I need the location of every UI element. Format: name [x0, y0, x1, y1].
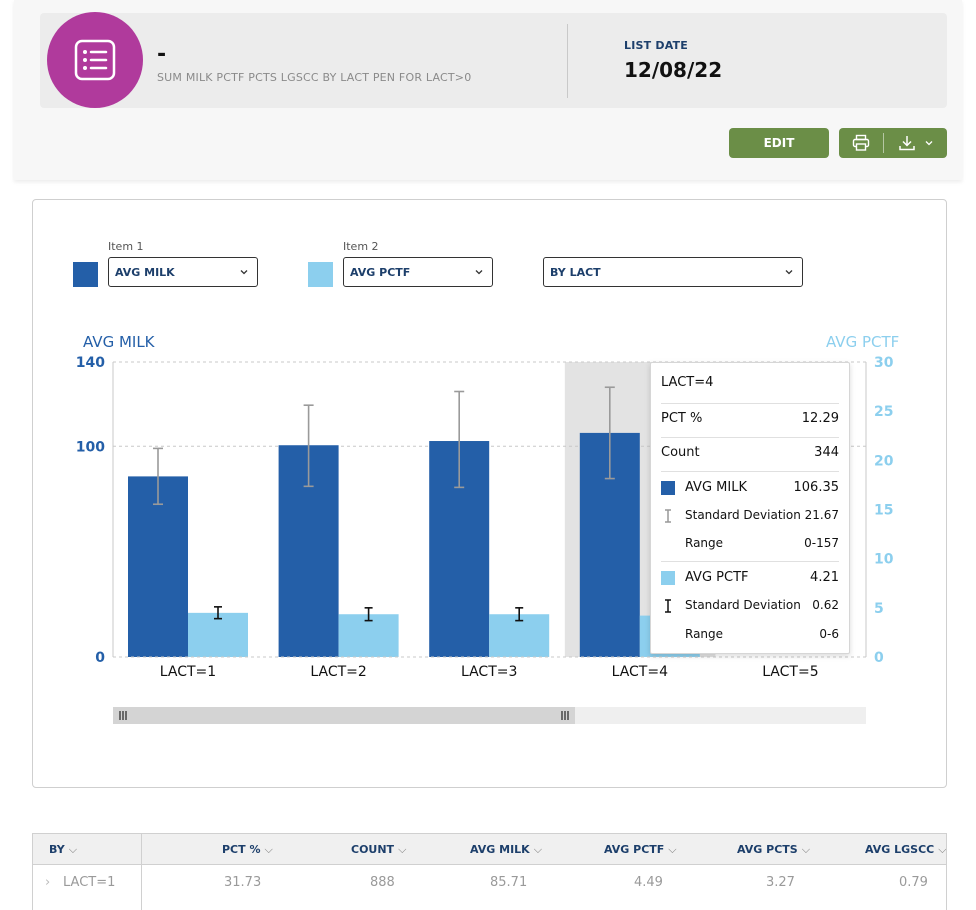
export-button-group	[839, 128, 947, 158]
chevron-down-icon: ⌵	[938, 843, 947, 856]
column-header-avg-pctf[interactable]: AVG PCTF ⌵	[604, 843, 677, 856]
tooltip-milk-swatch	[661, 480, 675, 495]
data-table: BY ⌵ PCT % ⌵ COUNT ⌵ AVG MILK ⌵ AVG PCTF ⌵ AV…	[32, 833, 947, 910]
column-header-avg-pcts[interactable]: AVG PCTS ⌵	[737, 843, 811, 856]
table-cell: 3.27	[766, 875, 795, 890]
download-button[interactable]	[884, 128, 947, 158]
chevron-down-icon: ⌵	[533, 843, 543, 856]
tooltip-milk-range-value: 0-157	[804, 536, 839, 550]
tooltip-pctf-label: AVG PCTF	[685, 570, 749, 585]
tooltip-title: LACT=4	[661, 375, 714, 390]
chart-tooltip: LACT=4 PCT % 12.29 Count 344 AVG MILK 10…	[650, 362, 850, 654]
column-header-avg-lgscc[interactable]: AVG LGSCC ⌵	[865, 843, 947, 856]
chevron-down-icon	[925, 141, 932, 146]
tooltip-milk-value: 106.35	[793, 480, 840, 495]
column-header-count[interactable]: COUNT ⌵	[351, 843, 407, 856]
button-separator	[883, 133, 884, 153]
category-label: LACT=2	[310, 664, 366, 680]
category-label: LACT=4	[612, 664, 669, 680]
category-label: LACT=1	[160, 664, 216, 680]
right-tick-label: 20	[874, 453, 894, 469]
item1-select[interactable]: AVG MILK	[108, 257, 258, 287]
tooltip-milk-sd-label: Standard Deviation	[685, 508, 801, 522]
left-tick-label: 0	[95, 650, 105, 666]
table-header: BY ⌵ PCT % ⌵ COUNT ⌵ AVG MILK ⌵ AVG PCTF ⌵ AV…	[33, 834, 947, 865]
download-icon	[898, 136, 915, 151]
tooltip-pctf-sd-value: 0.62	[812, 598, 839, 613]
right-tick-label: 5	[874, 601, 884, 617]
header-divider	[567, 24, 568, 98]
tooltip-pctf-swatch	[661, 570, 675, 585]
chevron-down-icon: ⌵	[68, 843, 78, 856]
table-cell: 4.49	[634, 875, 663, 890]
list-subtitle: SUM MILK PCTF PCTS LGSCC BY LACT PEN FOR…	[157, 71, 472, 84]
list-title: -	[157, 42, 167, 67]
header-card	[40, 13, 947, 108]
right-tick-label: 15	[874, 503, 893, 519]
expand-chevron-icon[interactable]: ›	[45, 875, 51, 890]
error-bar-icon	[665, 598, 671, 613]
bar-avg-milk	[128, 476, 188, 657]
left-tick-label: 140	[76, 355, 105, 371]
list-date-value: 12/08/22	[624, 58, 723, 82]
scroll-grip-right-icon[interactable]	[561, 711, 569, 720]
item2-select-value: AVG PCTF	[350, 265, 411, 279]
right-tick-label: 30	[874, 355, 894, 371]
column-separator	[141, 834, 142, 910]
tooltip-pctf-value: 4.21	[810, 570, 839, 585]
tooltip-milk-sd-value: 21.67	[804, 508, 839, 523]
column-header-avg-milk[interactable]: AVG MILK ⌵	[470, 843, 543, 856]
tooltip-pctf-range-label: Range	[685, 627, 724, 641]
item2-select[interactable]: AVG PCTF	[343, 257, 493, 287]
chevron-down-icon	[785, 270, 793, 275]
right-tick-label: 25	[874, 404, 893, 420]
by-select-value: BY LACT	[550, 265, 601, 279]
item2-label: Item 2	[343, 240, 379, 253]
tooltip-milk-label: AVG MILK	[685, 480, 747, 495]
tooltip-pctf-range-value: 0-6	[819, 627, 839, 641]
item1-color-swatch	[73, 262, 98, 287]
bar-avg-pctf	[188, 612, 248, 657]
list-date-label: LIST DATE	[624, 39, 688, 52]
chevron-down-icon	[475, 270, 483, 275]
printer-icon	[852, 134, 870, 151]
right-tick-label: 0	[874, 650, 884, 666]
table-cell: 31.73	[224, 875, 262, 890]
chevron-down-icon: ⌵	[801, 843, 811, 856]
tooltip-count-value: 344	[814, 445, 839, 460]
table-cell: 0.79	[899, 875, 928, 890]
chart-scroll-thumb[interactable]	[113, 707, 575, 724]
tooltip-pct-label: PCT %	[661, 411, 703, 426]
column-header-pct[interactable]: PCT % ⌵	[222, 843, 273, 856]
table-cell: 888	[370, 875, 395, 890]
category-label: LACT=3	[461, 664, 517, 680]
item1-label: Item 1	[108, 240, 144, 253]
left-axis-title: AVG MILK	[83, 333, 155, 351]
list-icon	[74, 39, 116, 81]
item1-select-value: AVG MILK	[115, 265, 175, 279]
print-button[interactable]	[839, 128, 883, 158]
tooltip-milk-range-label: Range	[685, 536, 724, 550]
chevron-down-icon: ⌵	[398, 843, 407, 856]
error-bar-icon	[665, 508, 671, 523]
edit-button[interactable]: EDIT	[729, 128, 829, 158]
chevron-down-icon: ⌵	[668, 843, 677, 856]
scroll-grip-left-icon[interactable]	[119, 711, 127, 720]
left-tick-label: 100	[76, 439, 105, 455]
chevron-down-icon	[240, 270, 248, 275]
chevron-down-icon: ⌵	[264, 843, 273, 856]
tooltip-count-label: Count	[661, 445, 700, 460]
table-cell: LACT=1	[63, 875, 116, 890]
tooltip-pct-value: 12.29	[801, 411, 839, 426]
column-header-by[interactable]: BY ⌵	[49, 843, 78, 856]
item2-color-swatch	[308, 262, 333, 287]
category-label: LACT=5	[762, 664, 818, 680]
right-axis-title: AVG PCTF	[826, 333, 900, 351]
right-tick-label: 10	[874, 552, 894, 568]
by-select[interactable]: BY LACT	[543, 257, 803, 287]
list-logo	[47, 12, 143, 108]
table-cell: 85.71	[490, 875, 528, 890]
tooltip-pctf-sd-label: Standard Deviation	[685, 598, 801, 612]
